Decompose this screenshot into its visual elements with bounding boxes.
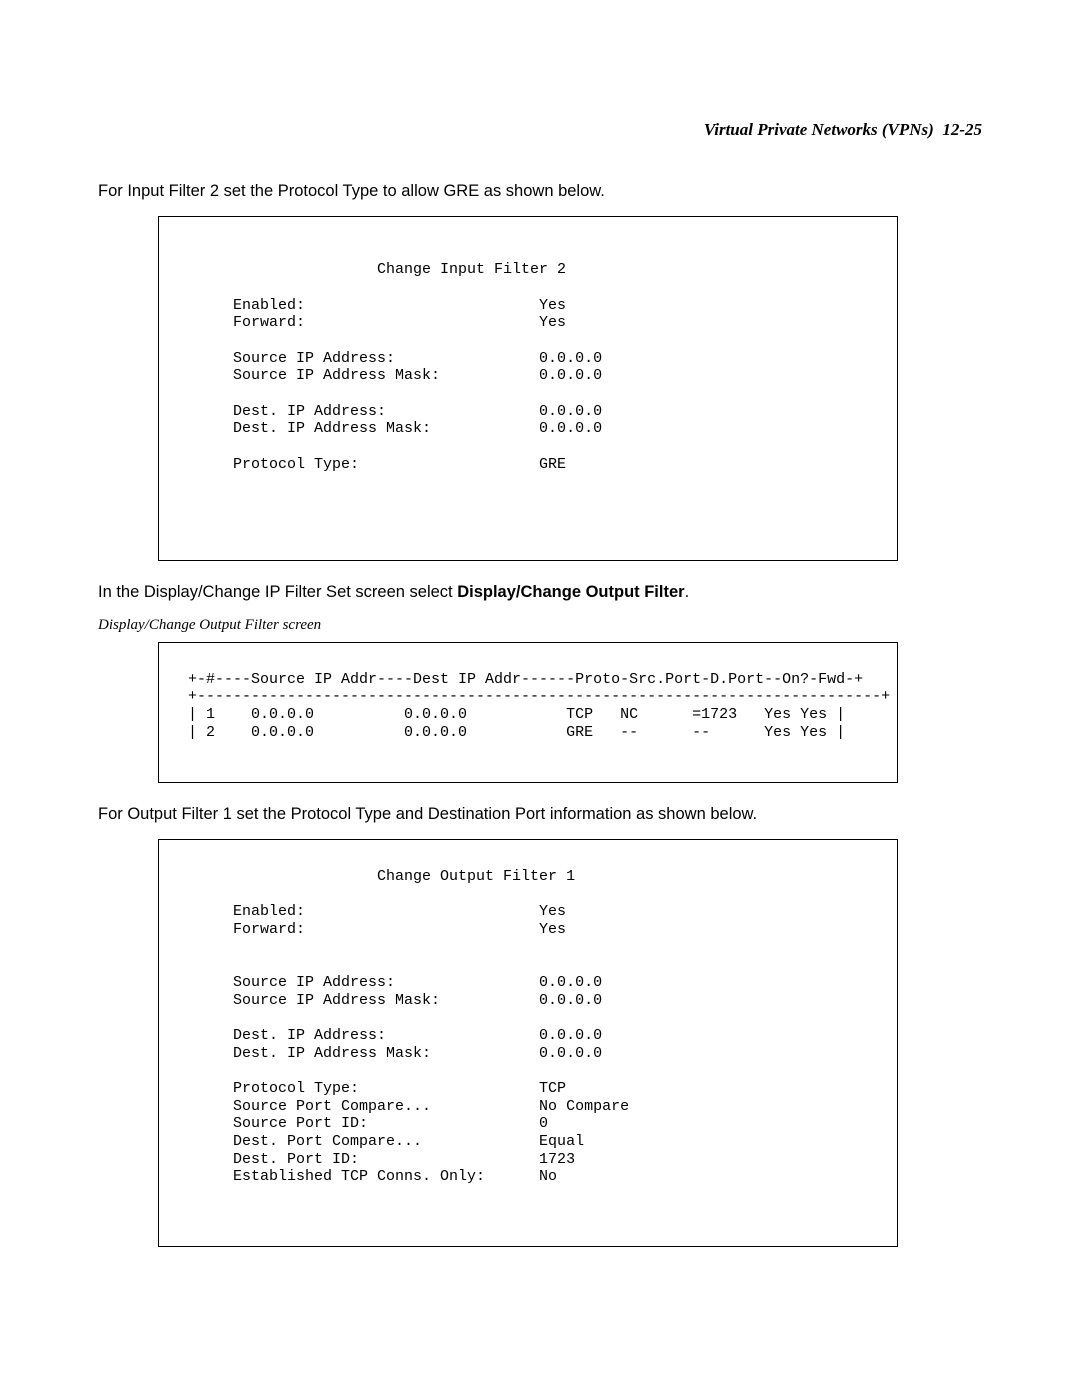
terminal-box-output-filter-1: Change Output Filter 1 Enabled: Yes Forw… [158,839,898,1247]
terminal-box-input-filter-2: Change Input Filter 2 Enabled: Yes Forwa… [158,216,898,560]
page-header: Virtual Private Networks (VPNs) 12-25 [98,120,982,140]
para-2-pre: In the Display/Change IP Filter Set scre… [98,583,457,601]
terminal-box-filter-table: +-#----Source IP Addr----Dest IP Addr---… [158,642,898,783]
para-3: For Output Filter 1 set the Protocol Typ… [98,803,982,825]
caption-output-filter: Display/Change Output Filter screen [98,617,982,634]
para-2: In the Display/Change IP Filter Set scre… [98,581,982,603]
para-1: For Input Filter 2 set the Protocol Type… [98,180,982,202]
section-title: Virtual Private Networks (VPNs) [704,120,934,139]
para-2-bold: Display/Change Output Filter [457,583,684,601]
page-ref: 12-25 [942,120,982,139]
para-2-post: . [685,583,690,601]
page: Virtual Private Networks (VPNs) 12-25 Fo… [0,0,1080,1397]
